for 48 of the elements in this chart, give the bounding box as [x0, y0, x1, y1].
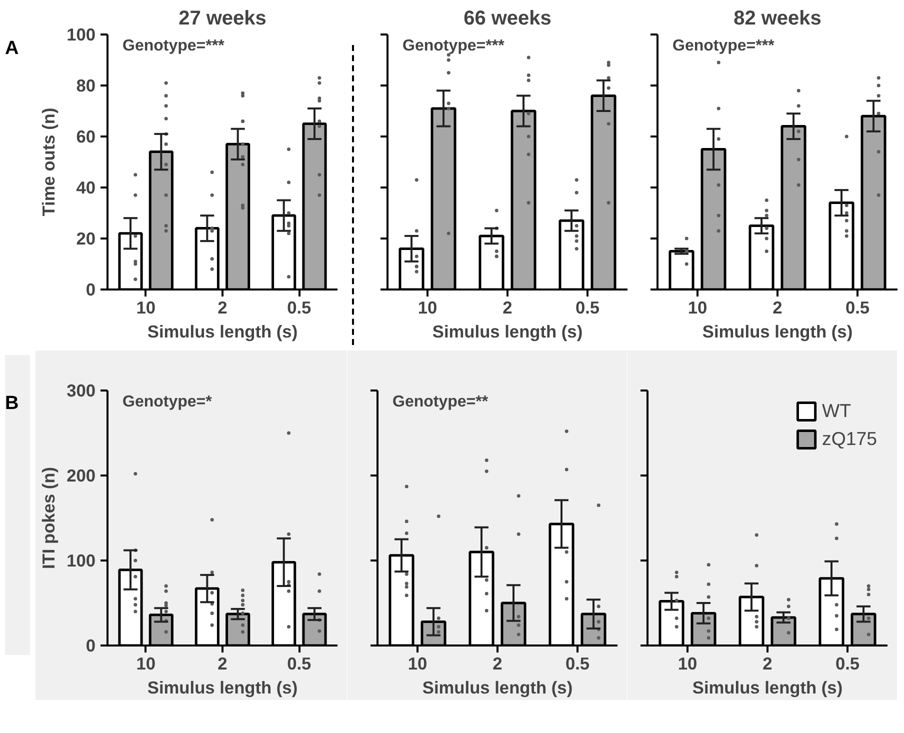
x-tick-label: 2 [218, 298, 228, 318]
x-tick-label: 2 [772, 298, 782, 318]
annotation: Genotype=** [392, 394, 489, 410]
x-tick-label: 10 [408, 654, 428, 674]
annotation: Genotype=* [122, 394, 213, 410]
y-tick-label: 20 [76, 228, 96, 248]
x-tick-label: 2 [762, 654, 772, 674]
x-axis-title: Simulus length (s) [432, 322, 583, 342]
y-tick-label: 100 [66, 24, 96, 44]
y-tick-label: 100 [66, 550, 96, 570]
y-tick-label: 40 [76, 178, 96, 198]
y-axis-title: Time outs (n) [38, 108, 59, 216]
y-tick-label: 0 [86, 636, 96, 656]
x-axis-title: Simulus length (s) [692, 678, 843, 698]
x-tick-label: 10 [136, 298, 156, 318]
annotation: Genotype=*** [122, 38, 226, 54]
x-axis-title: Simulus length (s) [147, 678, 298, 698]
chart-title: 66 weeks [464, 8, 552, 30]
x-axis-title: Simulus length (s) [422, 678, 573, 698]
chart-title: 82 weeks [734, 8, 822, 30]
annotation: Genotype=*** [402, 38, 506, 54]
x-tick-label: 0.5 [835, 654, 860, 674]
x-axis-title: Simulus length (s) [702, 322, 853, 342]
x-tick-label: 2 [218, 654, 228, 674]
legend-label: WT [822, 400, 852, 422]
text: A [5, 37, 19, 61]
x-axis-title: Simulus length (s) [147, 322, 298, 342]
x-tick-label: 0.5 [287, 654, 312, 674]
legend-label: zQ175 [822, 428, 877, 450]
y-tick-label: 300 [66, 380, 96, 400]
x-tick-label: 0.5 [565, 654, 590, 674]
y-axis-title: ITI pokes (n) [38, 466, 59, 570]
x-tick-label: 10 [678, 654, 698, 674]
y-tick-label: 80 [76, 76, 96, 96]
y-tick-label: 200 [66, 466, 96, 486]
y-tick-label: 60 [76, 126, 96, 146]
y-tick-label: 0 [86, 280, 96, 300]
chart-title: 27 weeks [178, 8, 266, 30]
x-tick-label: 10 [418, 298, 438, 318]
x-tick-label: 2 [492, 654, 502, 674]
x-tick-label: 2 [502, 298, 512, 318]
x-tick-label: 0.5 [845, 298, 870, 318]
x-tick-label: 10 [136, 654, 156, 674]
x-tick-label: 10 [688, 298, 708, 318]
annotation: Genotype=*** [672, 38, 776, 54]
text: B [5, 392, 19, 416]
x-tick-label: 0.5 [287, 298, 312, 318]
x-tick-label: 0.5 [575, 298, 600, 318]
